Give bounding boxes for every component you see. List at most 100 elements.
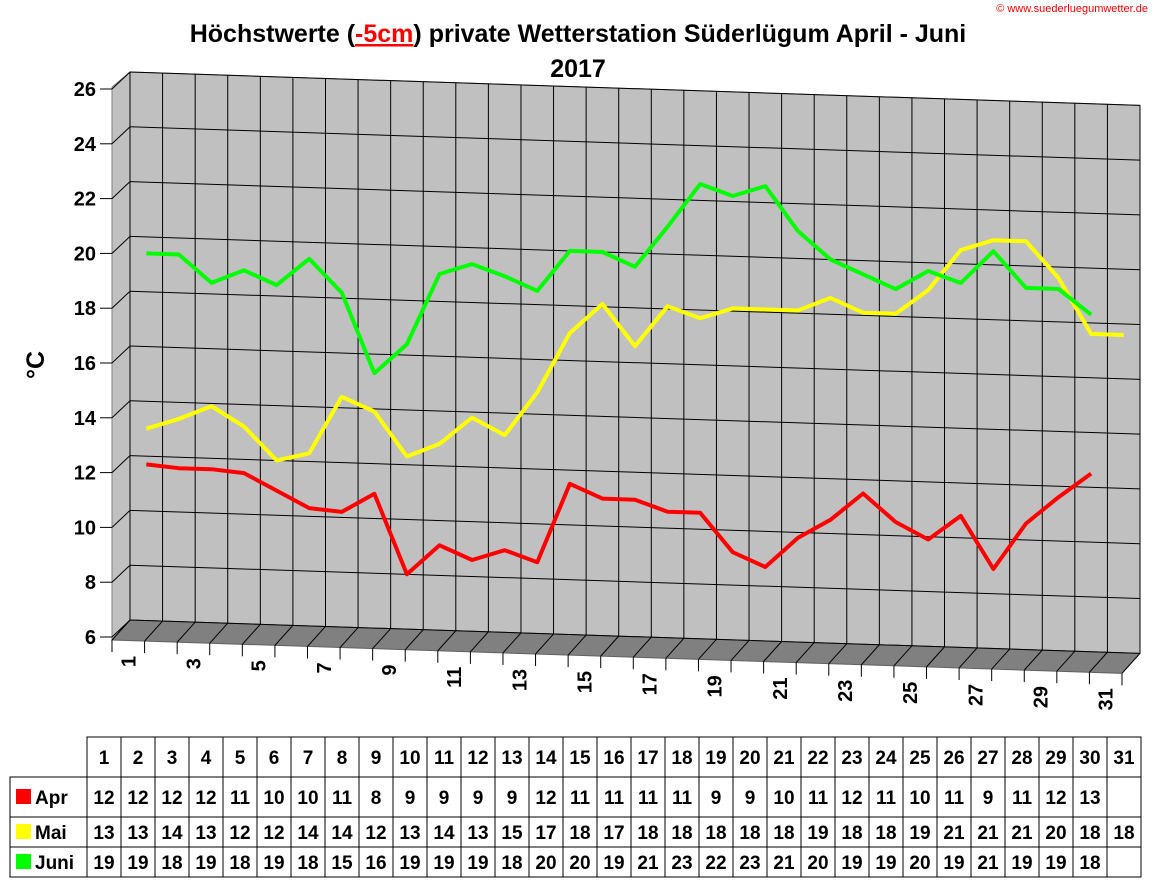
table-header-cell: 15 [569,748,591,769]
floor-line [1089,651,1108,673]
y-tick-label: 6 [85,627,96,649]
table-cell: 11 [1012,788,1033,809]
table-cell: 12 [263,823,284,844]
table-cell: 19 [93,853,114,874]
floor-line [600,635,620,657]
table-header-cell: 24 [875,748,897,769]
table-cell: 16 [365,853,386,874]
legend-swatch-mai [16,824,31,839]
x-tick-label: 23 [835,680,857,702]
table-header-cell: 30 [1079,748,1100,769]
table-cell: 19 [467,853,488,874]
floor-line [665,637,685,659]
table-header-cell: 13 [501,748,522,769]
table-cell: 15 [501,823,523,844]
x-tick-label: 1 [118,656,140,667]
table-cell: 18 [161,853,182,874]
table-cell: 18 [671,823,692,844]
table-cell: 14 [331,823,353,844]
table-cell: 10 [297,788,318,809]
table-cell: 21 [977,853,999,874]
data-table: 1 2 3 4 5 6 7 8 9 10 11 12 13 14 15 16 17 18 19 20 21 22 23 24 2… [9,736,1142,878]
floor-line [893,645,913,667]
x-tick-label: 11 [444,667,466,688]
title-prefix: Höchstwerte ( [190,20,356,48]
table-cell: 20 [535,853,556,874]
table-header-cell: 10 [399,748,420,769]
floor-line [991,648,1011,670]
x-tick-label: 5 [249,660,271,671]
floor-line [535,633,554,655]
table-cell: 8 [371,788,382,809]
table-cell: 11 [230,788,251,809]
floor-line [698,639,717,660]
table-cell: 12 [1045,788,1066,809]
table-cell: 20 [1045,823,1066,844]
title-highlight: -5cm [355,20,413,48]
grid-line-side [111,181,131,199]
y-tick-label: 26 [74,79,96,101]
grid-line-side [111,400,131,419]
y-tick-label: 10 [74,517,96,539]
y-tick-label: 24 [74,134,97,156]
table-cell: 14 [433,823,455,844]
grid-line-h [129,509,1141,545]
series-line-mai [145,238,1124,463]
legend-label-apr: Apr [35,788,68,809]
table-header-cell: 18 [671,748,692,769]
table-header-cell: 4 [201,748,212,769]
table-header-cell: 28 [1011,748,1032,769]
table-cell: 11 [672,788,693,809]
table-cell: 11 [570,788,591,809]
table-cell: 10 [263,788,284,809]
table-header-cell: 6 [269,748,280,769]
y-tick-label: 16 [74,353,96,375]
table-header-cell: 17 [637,748,658,769]
table-cell: 13 [127,823,148,844]
series-line-juni [146,182,1093,376]
table-cell: 14 [161,823,183,844]
table-header-cell: 14 [535,748,557,769]
floor-line [241,623,261,645]
table-cell: 9 [405,788,416,809]
table-cell: 9 [439,788,450,809]
floor-line [1023,649,1043,671]
table-cell: 18 [229,853,250,874]
grid-line-h [129,400,1141,435]
table-header-cell: 5 [235,748,246,769]
table-cell: 21 [637,853,659,874]
y-axis-label: °C [22,351,50,379]
floor-line [470,631,489,653]
table-header-cell: 25 [909,748,931,769]
table-cell: 14 [297,823,319,844]
floor-line [339,627,359,648]
table-header-cell: 16 [603,748,624,769]
table-cell: 11 [876,788,897,809]
table-cell: 22 [705,853,726,874]
x-tick-label: 9 [379,665,401,676]
grid-line-h [129,619,1141,654]
floor-line [404,629,424,651]
table-cell: 11 [808,788,829,809]
table-cell: 19 [263,853,284,874]
legend-label-mai: Mai [35,823,67,844]
table-cell: 20 [569,853,590,874]
table-cell: 19 [943,853,964,874]
table-cell: 18 [1079,853,1100,874]
grid-line-side [111,345,131,364]
table-cell: 9 [711,788,722,809]
table-cell: 9 [745,788,756,809]
chart-title-year: 2017 [550,55,606,83]
floor-line [307,626,326,647]
table-cell: 18 [501,853,522,874]
table-cell: 19 [127,853,148,874]
grid-line-h [129,235,1141,271]
table-cell: 18 [739,823,760,844]
table-cell: 15 [331,853,353,874]
table-cell: 23 [739,853,760,874]
table-cell: 9 [473,788,484,809]
floor-line [828,643,848,664]
floor-line [730,640,750,661]
table-header-cell: 29 [1045,748,1066,769]
